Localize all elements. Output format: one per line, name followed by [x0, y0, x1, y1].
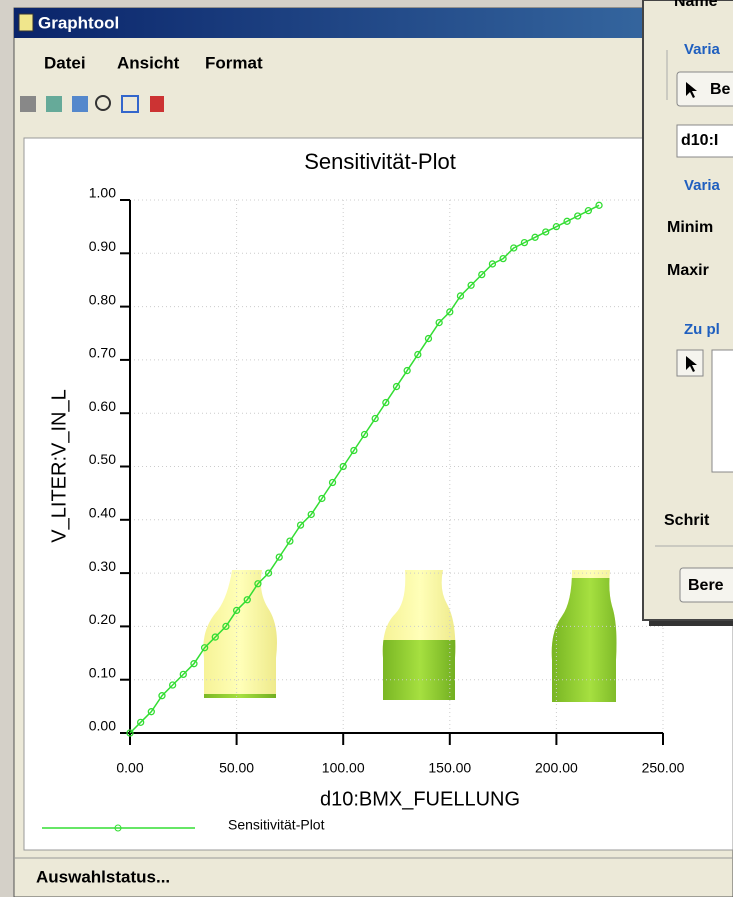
x-tick-label: 200.00 — [535, 760, 578, 776]
button-label: Bere — [688, 577, 724, 594]
x-axis-label: d10:BMX_FUELLUNG — [320, 788, 520, 810]
legend-label: Sensitivität-Plot — [228, 817, 325, 833]
y-tick-label: 0.60 — [89, 398, 116, 414]
x-tick-label: 100.00 — [322, 760, 365, 776]
x-tick-label: 150.00 — [428, 760, 471, 776]
field-text: d10:I — [681, 132, 718, 149]
y-tick-label: 0.70 — [89, 345, 116, 361]
y-tick-label: 0.30 — [89, 558, 116, 574]
x-tick-label: 0.00 — [116, 760, 143, 776]
menu-item[interactable]: Datei — [44, 53, 86, 72]
y-tick-label: 0.10 — [89, 664, 116, 680]
menu-item[interactable]: Ansicht — [117, 53, 180, 72]
tool-grid[interactable] — [46, 96, 62, 112]
chart-title: Sensitivität-Plot — [304, 149, 456, 174]
screen: Graphtool Datei Ansicht Format Sensitivi… — [0, 0, 733, 897]
bottle-illustrations — [190, 560, 640, 710]
y-tick-label: 0.50 — [89, 451, 116, 467]
title-bar — [14, 8, 733, 38]
menu-item[interactable]: Format — [205, 53, 263, 72]
page: Graphtool Datei Ansicht Format Sensitivi… — [0, 0, 733, 897]
status-bar: Auswahlstatus... — [36, 867, 170, 886]
group-label: Varia — [684, 41, 721, 58]
y-tick-label: 1.00 — [89, 185, 116, 201]
x-tick-label: 250.00 — [642, 760, 685, 776]
button-label: Be — [710, 81, 731, 98]
y-tick-label: 0.90 — [89, 238, 116, 254]
app-icon — [19, 14, 33, 31]
tool-print[interactable] — [20, 96, 36, 112]
y-tick-label: 0.40 — [89, 505, 116, 521]
x-tick-label: 50.00 — [219, 760, 254, 776]
dialog-label: Schrit — [664, 512, 710, 529]
dialog-label: Name — [674, 0, 718, 10]
dialog-label: Maxir — [667, 262, 709, 279]
y-tick-label: 0.00 — [89, 718, 116, 734]
group-label: Zu pl — [684, 321, 720, 338]
group-label: Varia — [684, 177, 721, 194]
y-axis-label: V_LITER:V_IN_L — [48, 389, 70, 542]
window-title: Graphtool — [38, 13, 119, 32]
y-tick-label: 0.80 — [89, 291, 116, 307]
tool-zoom-box[interactable] — [72, 96, 88, 112]
dialog-label: Minim — [667, 219, 713, 236]
tool-export[interactable] — [150, 96, 164, 112]
y-tick-label: 0.20 — [89, 611, 116, 627]
list-box[interactable] — [712, 350, 733, 472]
